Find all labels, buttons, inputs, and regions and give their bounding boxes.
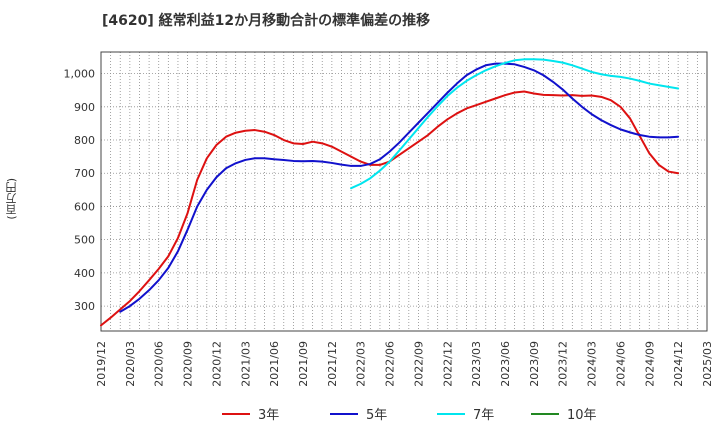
x-tick-label: 2023/09 bbox=[528, 341, 541, 387]
x-tick-label: 2024/09 bbox=[643, 341, 656, 387]
y-tick-label: 300 bbox=[74, 300, 95, 313]
series-line-3 bbox=[350, 58, 680, 190]
x-tick-label: 2024/06 bbox=[614, 341, 627, 387]
legend-label: 7年 bbox=[473, 408, 494, 423]
y-tick-label: 700 bbox=[74, 167, 95, 180]
y-tick-label: 900 bbox=[74, 101, 95, 114]
x-tick-label: 2021/03 bbox=[239, 341, 252, 387]
x-tick-label: 2022/06 bbox=[384, 341, 397, 387]
x-tick-label: 2020/06 bbox=[153, 341, 166, 387]
x-tick-label: 2020/03 bbox=[124, 341, 137, 387]
legend-label: 10年 bbox=[567, 408, 597, 423]
plot-frame bbox=[100, 51, 708, 332]
x-tick-label: 2023/06 bbox=[499, 341, 512, 387]
y-tick-label: 600 bbox=[74, 200, 95, 213]
x-tick-label: 2020/09 bbox=[182, 341, 195, 387]
x-tick-label: 2022/09 bbox=[412, 341, 425, 387]
x-tick-label: 2019/12 bbox=[95, 341, 108, 387]
x-tick-label: 2021/12 bbox=[326, 341, 339, 387]
x-tick-label: 2021/09 bbox=[297, 341, 310, 387]
x-tick-label: 2024/03 bbox=[586, 341, 599, 387]
x-tick-label: 2020/12 bbox=[210, 341, 223, 387]
y-tick-label: 400 bbox=[74, 267, 95, 280]
x-tick-label: 2022/03 bbox=[355, 341, 368, 387]
legend-label: 5年 bbox=[366, 408, 387, 423]
series-line-2 bbox=[119, 62, 680, 313]
y-tick-label: 800 bbox=[74, 134, 95, 147]
y-tick-label: 1,000 bbox=[64, 68, 96, 81]
x-tick-label: 2024/12 bbox=[672, 341, 685, 387]
x-tick-label: 2023/03 bbox=[470, 341, 483, 387]
plot-area bbox=[101, 52, 707, 331]
x-tick-label: 2022/12 bbox=[441, 341, 454, 387]
x-tick-label: 2023/12 bbox=[557, 341, 570, 387]
y-tick-label: 500 bbox=[74, 234, 95, 247]
grid bbox=[100, 52, 708, 331]
legend-label: 3年 bbox=[258, 408, 279, 423]
x-tick-label: 2021/06 bbox=[268, 341, 281, 387]
chart-title: [4620] 経常利益12か月移動合計の標準偏差の推移 bbox=[102, 13, 431, 29]
x-tick-label: 2025/03 bbox=[701, 341, 714, 387]
